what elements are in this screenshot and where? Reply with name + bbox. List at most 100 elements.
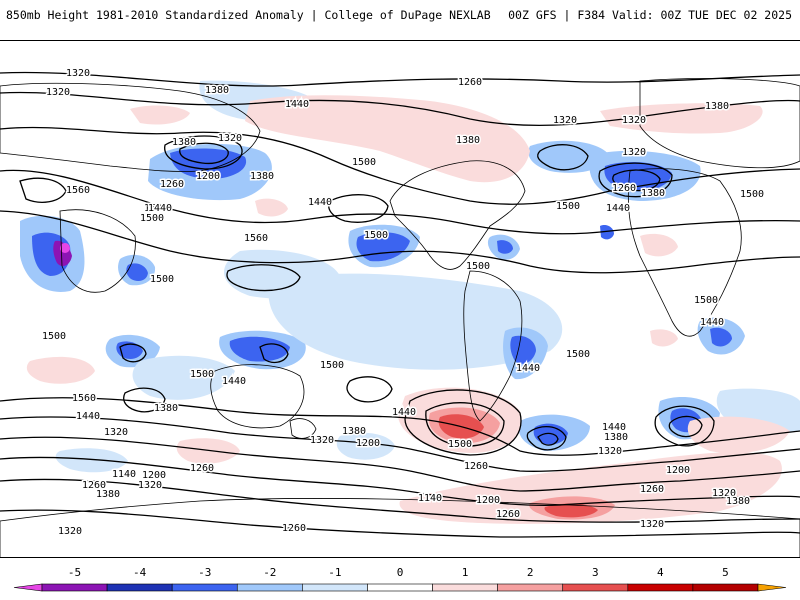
colorbar-segment xyxy=(236,583,303,592)
colorbar-segment xyxy=(562,583,629,592)
contour-label: 1260 xyxy=(160,179,184,190)
colorbar-tick-label: -1 xyxy=(328,566,342,579)
contour-label: 1140 xyxy=(418,493,442,504)
contour-label: 1320 xyxy=(622,115,646,126)
contour-label: 1200 xyxy=(142,470,166,481)
contour-label: 1440 xyxy=(700,317,724,328)
contour-line xyxy=(612,169,661,192)
contour-label: 1500 xyxy=(144,203,168,214)
anomaly-region xyxy=(268,273,563,370)
anomaly-region xyxy=(55,448,128,473)
run-info: 00Z GFS | F384 Valid: 00Z TUE DEC 02 202… xyxy=(508,8,792,22)
anomaly-region xyxy=(600,103,763,134)
height-contours xyxy=(0,71,800,538)
contour-label: 1320 xyxy=(598,446,622,457)
colorbar: -5 -4 -3 -2 -1 0 1 2 3 4 5 xyxy=(0,566,800,600)
contour-label: 1260 xyxy=(282,523,306,534)
colorbar-tick-label: -2 xyxy=(263,566,277,579)
contour-label: 1260 xyxy=(190,463,214,474)
contour-label: 1500 xyxy=(466,261,490,272)
contour-label: 1500 xyxy=(352,157,376,168)
contour-label: 1320 xyxy=(104,427,128,438)
colorbar-segment xyxy=(497,583,564,592)
contour-label: 1320 xyxy=(622,147,646,158)
anomaly-region xyxy=(336,432,395,460)
contour-line xyxy=(179,142,229,165)
contour-label: 1500 xyxy=(150,274,174,285)
contour-label: 1560 xyxy=(244,233,268,244)
contour-line xyxy=(598,162,673,198)
continent-outline xyxy=(0,82,261,172)
anomaly-region xyxy=(176,438,240,464)
colorbar-segment xyxy=(302,583,368,592)
contour-label: 1320 xyxy=(310,435,334,446)
contour-label: 1320 xyxy=(640,519,664,530)
contour-line xyxy=(0,509,800,538)
map-svg: 1320 1320 1380 1440 1260 1380 1320 1320 … xyxy=(0,67,800,557)
continent-outline xyxy=(389,160,526,270)
contour-line xyxy=(537,432,559,446)
anomaly-region xyxy=(60,243,70,253)
contour-line xyxy=(668,415,703,438)
continent-outline xyxy=(0,497,800,557)
colorbar-segment xyxy=(692,583,759,592)
map-title: 850mb Height 1981-2010 Standardized Anom… xyxy=(6,8,491,22)
continent-outline xyxy=(463,270,523,422)
anomaly-region xyxy=(600,224,614,240)
contour-label: 1260 xyxy=(458,77,482,88)
colorbar-segment xyxy=(367,583,433,592)
colorbar-ticks: -5 -4 -3 -2 -1 0 1 2 3 4 5 xyxy=(0,566,800,582)
contour-line xyxy=(19,177,67,203)
contour-label: 1380 xyxy=(96,489,120,500)
contour-label: 1380 xyxy=(250,171,274,182)
anomaly-region xyxy=(497,240,513,254)
contour-label: 1260 xyxy=(496,509,520,520)
contour-label: 1320 xyxy=(712,488,736,499)
contour-label: 1320 xyxy=(66,68,90,79)
contour-line xyxy=(0,436,800,492)
colorbar-tick-label: 2 xyxy=(526,566,534,579)
contour-label: 1500 xyxy=(694,295,718,306)
anomaly-region xyxy=(255,198,288,217)
colorbar-segment xyxy=(13,583,43,592)
anomaly-region xyxy=(399,452,782,524)
contour-label: 1200 xyxy=(196,171,220,182)
anomaly-region xyxy=(710,327,732,347)
contour-label: 1200 xyxy=(476,495,500,506)
contour-line xyxy=(119,343,147,363)
contour-labels: 1320 1320 1380 1440 1260 1380 1320 1320 … xyxy=(41,67,766,539)
continent-outline xyxy=(289,418,317,439)
contour-label: 1500 xyxy=(448,439,472,450)
colorbar-segments xyxy=(13,583,787,592)
contour-label: 1260 xyxy=(464,461,488,472)
continent-outline xyxy=(627,168,742,337)
contour-label: 1320 xyxy=(46,87,70,98)
contour-label: 1380 xyxy=(205,85,229,96)
contour-label: 1260 xyxy=(82,480,106,491)
anomaly-region xyxy=(132,355,235,400)
anomaly-region xyxy=(229,336,290,362)
colorbar-tick-label: 0 xyxy=(396,566,404,579)
contour-label: 1440 xyxy=(148,203,172,214)
map-panel[interactable]: 1320 1320 1380 1440 1260 1380 1320 1320 … xyxy=(0,40,800,558)
contour-label: 1560 xyxy=(66,185,90,196)
contour-line xyxy=(0,210,800,274)
contour-line xyxy=(346,376,393,403)
colorbar-segment xyxy=(41,583,108,592)
contour-label: 1440 xyxy=(285,99,309,110)
contour-label: 1440 xyxy=(606,203,630,214)
colorbar-segment xyxy=(432,583,498,592)
contour-line xyxy=(0,169,800,235)
contour-label: 1260 xyxy=(640,484,664,495)
contour-label: 1440 xyxy=(76,411,100,422)
contour-line xyxy=(226,264,301,292)
contour-line xyxy=(404,389,522,456)
colorbar-tick-label: 5 xyxy=(722,566,729,579)
colorbar-tick-label: 1 xyxy=(461,566,469,579)
anomaly-region xyxy=(26,356,95,384)
anomaly-region xyxy=(650,329,678,347)
anomaly-region xyxy=(544,503,598,518)
colorbar-segment xyxy=(171,583,238,592)
contour-line xyxy=(123,387,166,413)
colorbar-segment xyxy=(757,583,787,592)
